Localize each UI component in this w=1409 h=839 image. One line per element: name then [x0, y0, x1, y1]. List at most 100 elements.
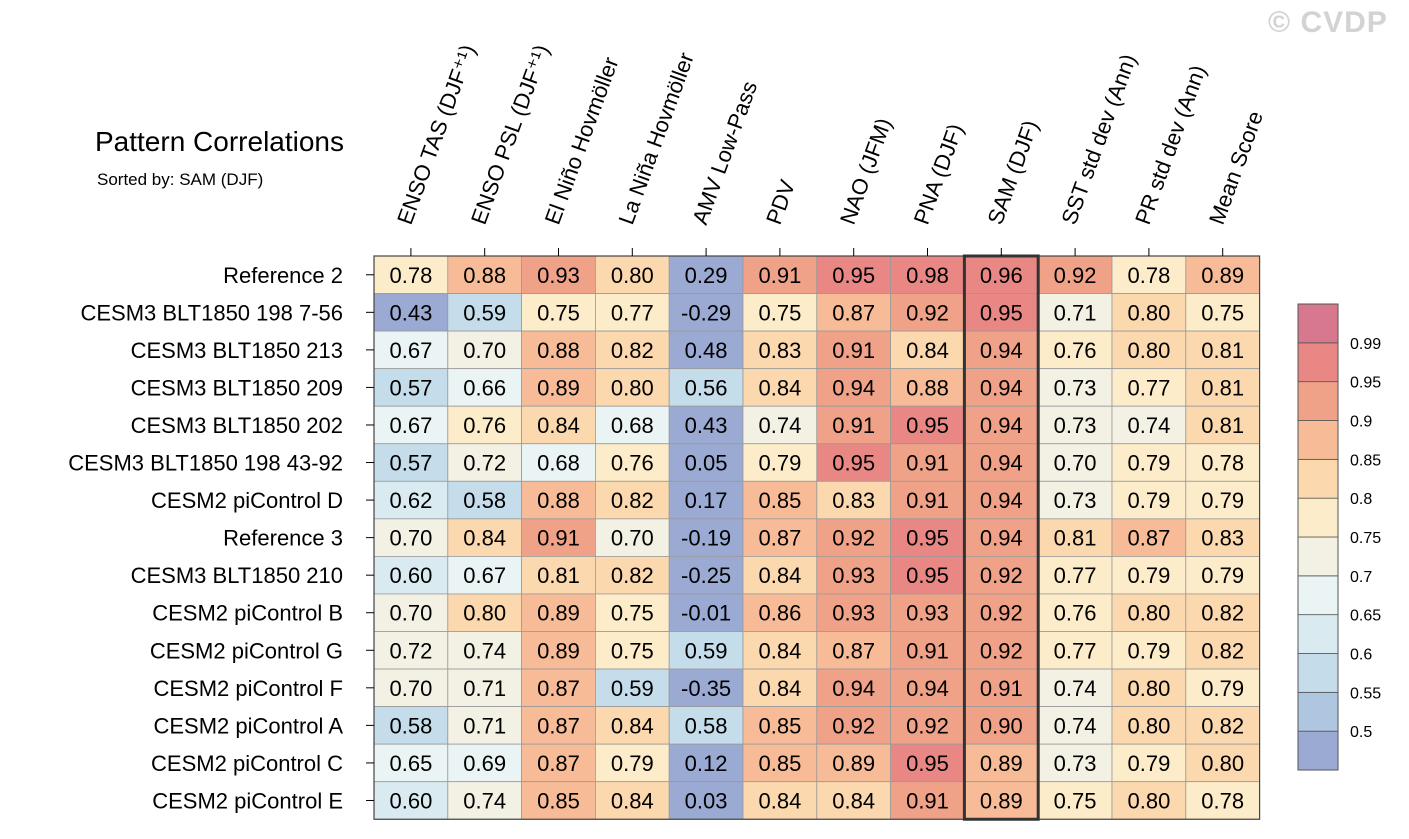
cell-value: 0.57	[389, 451, 432, 476]
cell-value: 0.79	[1201, 676, 1244, 701]
heatmap-cell	[890, 556, 965, 595]
row-label: CESM2 piControl D	[151, 488, 343, 513]
cell-value: -0.01	[681, 601, 731, 626]
cell-value: 0.84	[758, 788, 801, 813]
heatmap-cell	[816, 443, 891, 482]
cell-value: 0.75	[1201, 300, 1244, 325]
heatmap-cell	[742, 480, 818, 520]
chart-title: Pattern Correlations	[95, 126, 345, 157]
heatmap-cell	[521, 743, 596, 783]
colorbar-label: 0.9	[1350, 414, 1372, 431]
cell-value: 0.76	[611, 451, 654, 476]
cell-value: 0.91	[832, 413, 875, 438]
cell-value: 0.92	[906, 713, 949, 738]
cell-value: 0.58	[389, 713, 432, 738]
cell-value: 0.95	[906, 751, 949, 776]
cell-value: 0.77	[1054, 563, 1097, 588]
heatmap-cell	[447, 255, 522, 294]
cell-value: 0.70	[389, 601, 432, 626]
cell-value: 0.91	[906, 638, 949, 663]
column-label: PNA (DJF)	[909, 120, 968, 227]
heatmap-cell	[595, 480, 670, 520]
heatmap-cell	[742, 706, 818, 745]
heatmap-cell	[668, 668, 744, 707]
heatmap-cell	[373, 743, 449, 783]
cell-value: 0.88	[537, 488, 580, 513]
cell-value: 0.85	[758, 751, 801, 776]
cell-value: 0.91	[832, 338, 875, 363]
heatmap-cell	[668, 480, 744, 520]
cell-value: -0.29	[681, 300, 731, 325]
heatmap-cell	[1185, 480, 1261, 520]
cell-value: 0.94	[980, 375, 1023, 400]
heatmap-cell	[1111, 255, 1187, 294]
cell-value: 0.91	[906, 488, 949, 513]
cell-value: 0.94	[980, 488, 1023, 513]
cell-value: 0.85	[758, 713, 801, 738]
cell-value: 0.77	[611, 300, 654, 325]
heatmap-cell	[816, 593, 891, 632]
colorbar-band	[1297, 614, 1339, 654]
cell-value: 0.73	[1054, 375, 1097, 400]
heatmap-cell	[595, 405, 670, 445]
cell-value: 0.79	[1201, 488, 1244, 513]
cell-value: 0.76	[1054, 601, 1097, 626]
cell-value: 0.69	[463, 751, 506, 776]
cell-value: -0.25	[681, 563, 731, 588]
row-label: CESM2 piControl F	[153, 676, 343, 701]
cell-value: 0.92	[980, 601, 1023, 626]
cell-value: 0.94	[832, 676, 875, 701]
row-label: CESM2 piControl A	[153, 713, 343, 738]
cell-value: 0.87	[758, 526, 801, 551]
heatmap-cell	[447, 593, 522, 632]
heatmap-cell	[521, 631, 596, 670]
column-label: Mean Score	[1204, 108, 1268, 228]
cell-value: 0.80	[611, 375, 654, 400]
cell-value: 0.59	[611, 676, 654, 701]
cell-value: 0.75	[611, 638, 654, 663]
heatmap-cell	[742, 443, 818, 482]
cell-value: 0.80	[1201, 751, 1244, 776]
cell-value: 0.59	[463, 300, 506, 325]
cell-value: 0.94	[980, 451, 1023, 476]
row-label: CESM3 BLT1850 198 43-92	[68, 451, 343, 476]
cell-value: 0.74	[1054, 676, 1097, 701]
cell-value: 0.83	[832, 488, 875, 513]
cell-value: 0.85	[758, 488, 801, 513]
cell-value: 0.92	[906, 300, 949, 325]
cell-value: 0.70	[389, 676, 432, 701]
cell-value: 0.71	[463, 713, 506, 738]
heatmap-cell	[447, 631, 522, 670]
heatmap-cell	[890, 255, 965, 294]
heatmap-cell	[595, 781, 670, 820]
chart-subtitle: Sorted by: SAM (DJF)	[97, 170, 264, 189]
cell-value: 0.95	[906, 413, 949, 438]
cell-value: 0.94	[980, 413, 1023, 438]
cell-value: 0.80	[1127, 300, 1170, 325]
cell-value: 0.88	[537, 338, 580, 363]
cell-value: 0.03	[685, 788, 728, 813]
heatmap-cell	[373, 443, 449, 482]
heatmap-cell	[816, 668, 891, 707]
cell-value: 0.74	[1127, 413, 1170, 438]
cell-value: 0.92	[980, 563, 1023, 588]
colorbar-label: 0.75	[1350, 530, 1381, 547]
cell-value: 0.80	[1127, 713, 1170, 738]
cell-value: 0.05	[685, 451, 728, 476]
heatmap-cell	[816, 293, 891, 332]
cell-value: 0.90	[980, 713, 1023, 738]
heatmap-cell	[742, 368, 818, 407]
cell-value: 0.82	[1201, 601, 1244, 626]
heatmap-cell	[1185, 743, 1261, 783]
heatmap-cell	[373, 368, 449, 407]
row-label: CESM3 BLT1850 198 7-56	[80, 300, 343, 325]
cell-value: 0.94	[832, 375, 875, 400]
row-label: Reference 2	[223, 263, 343, 288]
cell-value: 0.92	[980, 638, 1023, 663]
heatmap-cell	[1185, 255, 1261, 294]
cell-value: 0.71	[463, 676, 506, 701]
cell-value: 0.93	[832, 563, 875, 588]
colorbar-label: 0.99	[1350, 336, 1381, 353]
cell-value: 0.68	[537, 451, 580, 476]
colorbar-label: 0.7	[1350, 569, 1372, 586]
